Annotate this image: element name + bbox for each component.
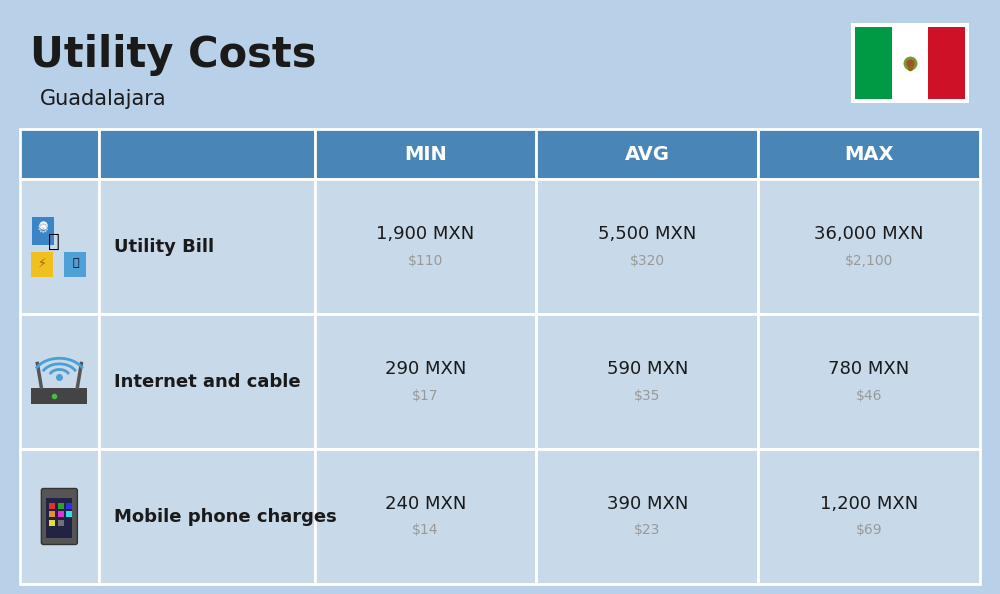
Bar: [99, 179, 315, 314]
Bar: [315, 129, 536, 179]
Text: Utility Bill: Utility Bill: [114, 238, 214, 255]
Text: $2,100: $2,100: [845, 254, 893, 267]
Bar: [64, 251, 86, 276]
Text: 240 MXN: 240 MXN: [385, 494, 466, 513]
Bar: [99, 129, 315, 179]
Text: 390 MXN: 390 MXN: [607, 494, 688, 513]
Bar: [49, 511, 55, 517]
Bar: [99, 314, 315, 449]
Bar: [31, 387, 87, 403]
Text: 590 MXN: 590 MXN: [607, 359, 688, 378]
Bar: [758, 314, 980, 449]
Text: Utility Costs: Utility Costs: [30, 34, 316, 76]
Text: 💧: 💧: [72, 258, 79, 268]
Bar: [66, 503, 72, 508]
Text: Mobile phone charges: Mobile phone charges: [114, 507, 336, 526]
Text: $110: $110: [408, 254, 443, 267]
Text: 1,200 MXN: 1,200 MXN: [820, 494, 918, 513]
Text: $23: $23: [634, 523, 661, 538]
FancyBboxPatch shape: [41, 488, 77, 545]
Text: MIN: MIN: [404, 144, 447, 163]
Bar: [49, 503, 55, 508]
Bar: [536, 129, 758, 179]
Text: AVG: AVG: [625, 144, 670, 163]
Bar: [31, 251, 53, 276]
Text: $35: $35: [634, 388, 661, 403]
Bar: [49, 520, 55, 526]
Bar: [536, 449, 758, 584]
Bar: [315, 314, 536, 449]
Text: 780 MXN: 780 MXN: [828, 359, 910, 378]
Text: $320: $320: [630, 254, 665, 267]
Bar: [855, 27, 892, 99]
Text: 5,500 MXN: 5,500 MXN: [598, 225, 697, 242]
Bar: [58, 503, 64, 508]
Bar: [20, 129, 99, 179]
Bar: [20, 449, 99, 584]
Text: MAX: MAX: [844, 144, 894, 163]
Bar: [758, 129, 980, 179]
Bar: [99, 449, 315, 584]
Text: $46: $46: [856, 388, 882, 403]
Text: 🧑: 🧑: [48, 232, 60, 251]
Bar: [851, 23, 969, 103]
Bar: [58, 520, 64, 526]
Bar: [536, 179, 758, 314]
Bar: [758, 449, 980, 584]
Text: ⚡: ⚡: [38, 257, 47, 270]
Bar: [758, 179, 980, 314]
Bar: [20, 179, 99, 314]
Bar: [20, 314, 99, 449]
Text: 36,000 MXN: 36,000 MXN: [814, 225, 924, 242]
Text: Guadalajara: Guadalajara: [40, 89, 167, 109]
Bar: [58, 511, 64, 517]
Bar: [536, 314, 758, 449]
Text: 290 MXN: 290 MXN: [385, 359, 466, 378]
Text: ⚙: ⚙: [37, 222, 50, 235]
Bar: [892, 27, 928, 99]
Bar: [46, 498, 72, 538]
Text: $14: $14: [412, 523, 439, 538]
Bar: [315, 449, 536, 584]
Bar: [32, 216, 54, 245]
Text: $17: $17: [412, 388, 439, 403]
Text: $69: $69: [856, 523, 882, 538]
Text: 1,900 MXN: 1,900 MXN: [376, 225, 475, 242]
Bar: [66, 511, 72, 517]
Bar: [928, 27, 965, 99]
Text: Internet and cable: Internet and cable: [114, 372, 300, 390]
Bar: [315, 179, 536, 314]
